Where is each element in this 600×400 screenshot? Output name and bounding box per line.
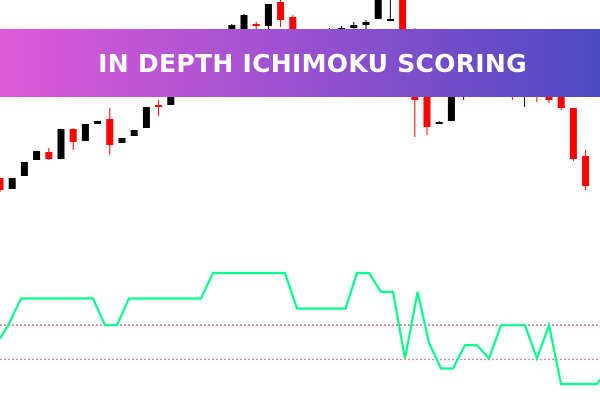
candle (264, 4, 272, 30)
candle-body (374, 0, 382, 19)
candle (130, 130, 138, 136)
candle-body (252, 24, 260, 26)
candle-body (240, 15, 248, 30)
score-levels (0, 324, 600, 361)
candle-body (423, 97, 431, 127)
candle (20, 162, 28, 176)
candle (569, 108, 577, 161)
candle-body (0, 178, 4, 190)
candle-body (130, 130, 138, 136)
candle (81, 124, 89, 141)
candle-body (582, 156, 590, 186)
candle-body (118, 138, 126, 143)
candle (435, 121, 443, 124)
candle-body (81, 124, 89, 141)
candle-body (264, 4, 272, 26)
candle-body (545, 97, 553, 100)
candle-body (69, 129, 77, 142)
candle (45, 148, 53, 160)
candle-body (142, 107, 150, 128)
candle (8, 178, 16, 189)
candle (362, 20, 370, 30)
candle-body (350, 25, 358, 28)
candle (118, 138, 126, 143)
candle-body (557, 97, 565, 108)
candle (374, 0, 382, 19)
candle-body (569, 108, 577, 159)
candle (423, 95, 431, 135)
candle-body (94, 121, 102, 124)
banner-title: IN DEPTH ICHIMOKU SCORING (98, 48, 527, 78)
candle-body (20, 162, 28, 176)
candle (94, 121, 102, 124)
candle-body (106, 119, 114, 145)
score-line (0, 271, 600, 386)
candle (277, 0, 285, 27)
candle (447, 95, 455, 121)
candle-body (362, 22, 370, 25)
candle (557, 97, 565, 110)
candle-body (8, 178, 16, 189)
candle-body (435, 122, 443, 124)
candle (155, 100, 163, 116)
candle (582, 150, 590, 190)
candle (386, 0, 394, 21)
candle (106, 108, 114, 155)
candle (0, 178, 4, 192)
candle-body (33, 151, 41, 160)
title-banner: IN DEPTH ICHIMOKU SCORING (0, 29, 600, 97)
candle-body (57, 129, 65, 159)
candle-body (155, 105, 163, 107)
candle-body (289, 17, 297, 40)
score-line-series (0, 271, 600, 386)
candle-body (447, 97, 455, 121)
candle-body (277, 2, 285, 20)
candle-body (45, 152, 53, 159)
candle-body (386, 19, 394, 21)
candle (33, 151, 41, 160)
candle (57, 129, 65, 159)
candle (69, 128, 77, 150)
candle (142, 107, 150, 128)
